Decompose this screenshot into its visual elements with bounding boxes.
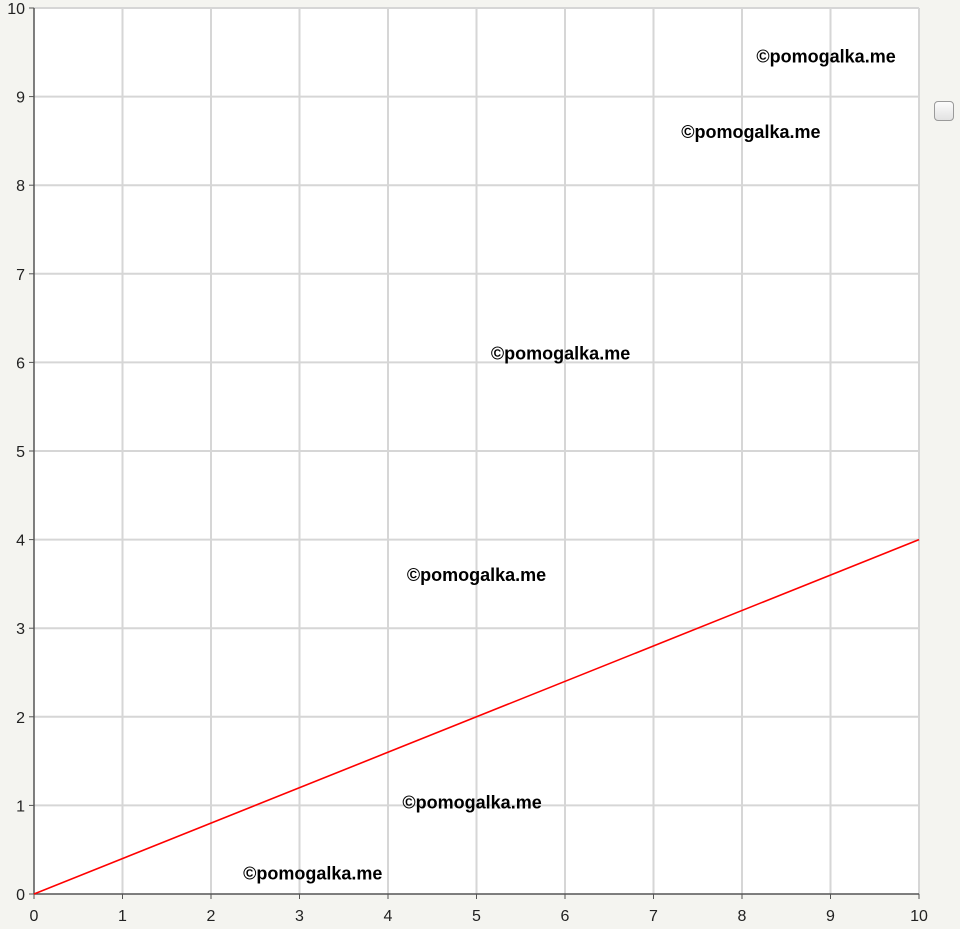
watermark-text: ©pomogalka.me: [243, 864, 382, 884]
x-tick-label: 2: [207, 908, 216, 925]
y-axis-ticks: 0 1 2 3 4 5 6 7 8 9 10: [7, 1, 34, 904]
x-tick-label: 6: [561, 908, 570, 925]
y-tick-label: 2: [16, 710, 25, 727]
y-tick-label: 0: [16, 887, 25, 904]
series-toggle-checkbox[interactable]: [934, 101, 954, 121]
x-axis-ticks: 0 1 2 3 4 5 6 7 8 9 10: [30, 894, 928, 925]
x-tick-label: 3: [295, 908, 304, 925]
y-tick-label: 8: [16, 178, 25, 195]
y-tick-label: 9: [16, 90, 25, 107]
y-tick-label: 3: [16, 621, 25, 638]
y-tick-label: 1: [16, 798, 25, 815]
watermark-text: ©pomogalka.me: [681, 122, 820, 142]
x-tick-label: 10: [910, 908, 928, 925]
x-tick-label: 5: [472, 908, 481, 925]
y-tick-label: 7: [16, 267, 25, 284]
x-tick-label: 1: [118, 908, 127, 925]
grid: [34, 7, 920, 894]
series-line-0: [33, 538, 920, 895]
series-group: [33, 538, 920, 895]
x-tick-label: 0: [30, 908, 39, 925]
watermark-text: ©pomogalka.me: [756, 47, 895, 67]
watermark-text: ©pomogalka.me: [407, 565, 546, 585]
watermark-group: ©pomogalka.me ©pomogalka.me ©pomogalka.me ©…: [243, 47, 896, 884]
x-tick-label: 9: [826, 908, 835, 925]
x-tick-label: 7: [649, 908, 658, 925]
x-tick-label: 8: [738, 908, 747, 925]
watermark-text: ©pomogalka.me: [402, 793, 541, 813]
y-tick-label: 4: [16, 533, 25, 550]
y-tick-label: 6: [16, 355, 25, 372]
watermark-text: ©pomogalka.me: [491, 344, 630, 364]
y-tick-label: 10: [7, 1, 25, 18]
x-tick-label: 4: [384, 908, 393, 925]
y-tick-label: 5: [16, 444, 25, 461]
